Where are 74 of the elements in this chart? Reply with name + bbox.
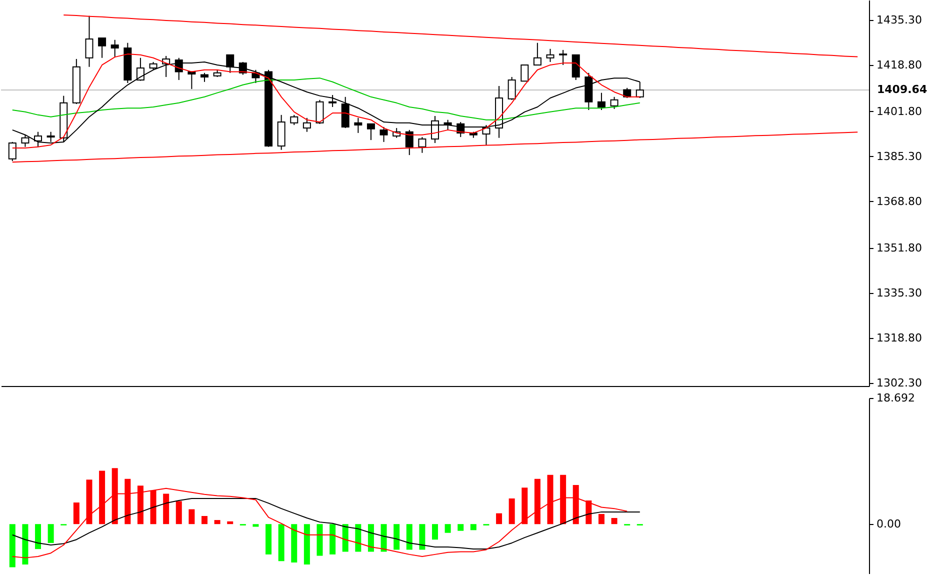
bar <box>368 524 374 552</box>
candlestick <box>572 54 580 80</box>
y-tick-label: 0.00 <box>876 518 901 531</box>
bar <box>470 524 476 530</box>
bar <box>394 524 400 550</box>
y-tick-label: 1401.80 <box>876 104 922 118</box>
candlestick <box>597 92 606 111</box>
candlestick <box>85 15 94 68</box>
line-series <box>12 78 640 120</box>
candlestick <box>341 96 350 129</box>
bar <box>278 524 284 562</box>
y-tick-label: 1351.80 <box>876 241 922 254</box>
candlestick <box>546 48 554 62</box>
bar <box>22 524 28 565</box>
bar <box>227 521 234 524</box>
bar <box>355 524 362 552</box>
bar <box>330 524 336 554</box>
y-tick-label: 18.692 <box>876 392 915 404</box>
y-tick-label: 1318.80 <box>876 331 922 344</box>
bar <box>73 502 80 524</box>
candlestick <box>8 141 16 162</box>
bar <box>252 524 259 527</box>
bar <box>432 524 438 540</box>
bar <box>380 524 387 552</box>
bar <box>176 501 182 524</box>
bar <box>508 498 515 524</box>
bar <box>316 524 323 556</box>
candlestick <box>559 49 568 66</box>
bar <box>291 524 298 563</box>
y-tick-label: 1418.80 <box>876 58 922 72</box>
y-tick-label: 1302.30 <box>876 376 922 390</box>
candlestick <box>290 114 298 126</box>
y-tick-label: 1435.30 <box>876 13 922 26</box>
bar <box>9 524 16 568</box>
bar <box>266 524 272 554</box>
candlestick <box>200 72 208 82</box>
candlestick <box>328 94 337 108</box>
line-series <box>63 14 858 58</box>
bar <box>304 524 310 565</box>
candlestick <box>508 76 516 100</box>
bar <box>598 514 604 524</box>
candlestick <box>610 96 618 110</box>
bar <box>163 494 170 524</box>
y-tick-label: 1385.30 <box>876 150 922 163</box>
bar <box>611 518 618 524</box>
bar <box>342 524 348 552</box>
candlestick <box>98 37 106 58</box>
candlestick <box>366 123 375 141</box>
bar <box>188 509 195 524</box>
bar <box>150 490 156 524</box>
candlestick <box>354 117 362 134</box>
bar <box>406 524 412 550</box>
bar <box>444 524 451 533</box>
candlestick <box>418 136 426 154</box>
candlestick <box>520 64 529 82</box>
bar <box>496 513 502 524</box>
bar <box>419 524 426 550</box>
bar <box>35 524 42 550</box>
bar <box>214 520 220 524</box>
y-tick-label: 1335.30 <box>876 286 922 300</box>
bar <box>201 516 208 524</box>
candlestick <box>533 42 542 66</box>
line-series <box>12 132 858 163</box>
candlestick <box>302 117 311 132</box>
candlestick <box>380 126 388 142</box>
bar <box>458 524 464 531</box>
candlestick <box>405 129 414 156</box>
candlestick <box>316 99 324 124</box>
y-tick-label: 1368.80 <box>876 194 922 208</box>
bar <box>48 524 54 543</box>
bar <box>586 500 592 524</box>
candlestick <box>110 39 119 58</box>
ref-line-label: 1409.64 <box>877 82 928 96</box>
line-series <box>12 498 640 550</box>
